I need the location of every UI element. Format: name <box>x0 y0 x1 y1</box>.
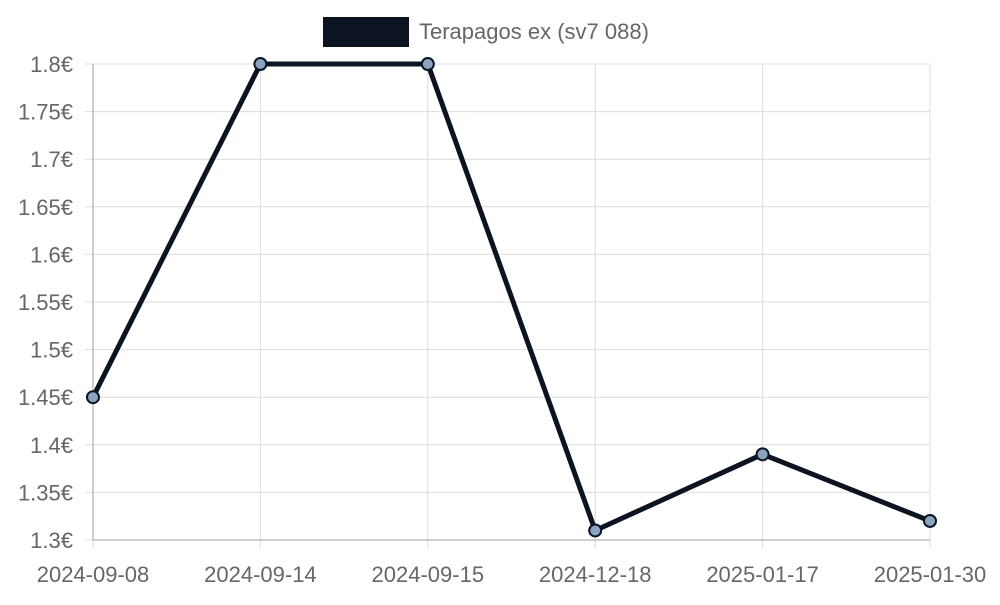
legend-label[interactable]: Terapagos ex (sv7 088) <box>419 19 649 44</box>
x-tick-label: 2024-09-14 <box>204 562 317 587</box>
data-point[interactable] <box>588 523 603 538</box>
data-point[interactable] <box>253 57 268 71</box>
data-point[interactable] <box>86 390 100 405</box>
x-tick-label: 2024-09-15 <box>372 562 485 587</box>
y-tick-label: 1.65€ <box>18 195 73 220</box>
y-tick-label: 1.75€ <box>18 100 73 125</box>
data-points[interactable] <box>86 57 937 538</box>
x-tick-label: 2024-09-08 <box>37 562 150 587</box>
y-tick-label: 1.45€ <box>18 385 73 410</box>
y-tick-label: 1.7€ <box>30 147 73 172</box>
y-tick-label: 1.5€ <box>30 338 73 363</box>
x-tick-label: 2025-01-17 <box>706 562 819 587</box>
y-tick-label: 1.35€ <box>18 480 73 505</box>
legend[interactable]: Terapagos ex (sv7 088) <box>323 17 649 47</box>
y-tick-label: 1.55€ <box>18 290 73 315</box>
x-tick-label: 2024-12-18 <box>539 562 652 587</box>
y-tick-label: 1.4€ <box>30 433 73 458</box>
data-point[interactable] <box>923 513 937 528</box>
y-tick-label: 1.6€ <box>30 242 73 267</box>
data-point[interactable] <box>420 57 435 71</box>
legend-swatch[interactable] <box>323 17 409 47</box>
y-tick-label: 1.3€ <box>30 528 73 553</box>
y-tick-label: 1.8€ <box>30 52 73 77</box>
x-tick-label: 2025-01-30 <box>874 562 987 587</box>
data-point[interactable] <box>755 447 770 462</box>
axes <box>92 64 930 541</box>
x-tick-labels: 2024-09-08 2024-09-14 2024-09-15 2024-12-18… <box>37 562 987 587</box>
grid <box>85 63 931 548</box>
y-tick-labels: 1.3€ 1.35€ 1.4€ 1.45€ 1.5€ 1.55€ 1.6€ 1.65€ 1.7€… <box>18 52 73 553</box>
series-line <box>90 61 933 533</box>
